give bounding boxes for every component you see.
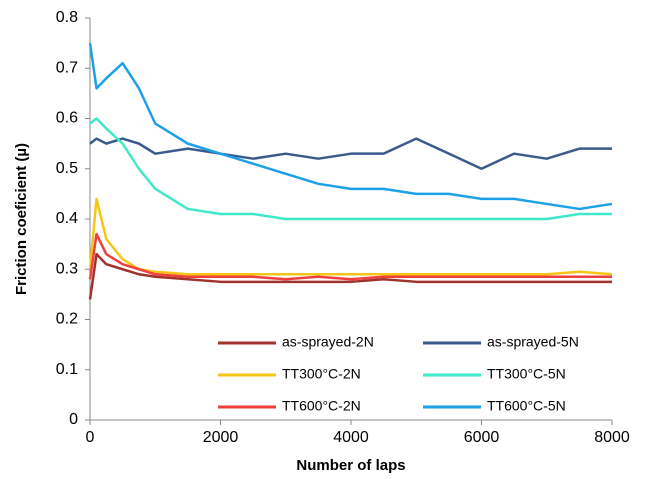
y-tick-label: 0.4 <box>56 210 78 227</box>
series-line <box>88 42 613 211</box>
legend-label: TT600°C-2N <box>282 398 361 414</box>
series-line <box>89 117 612 221</box>
series-line <box>88 252 612 300</box>
legend-label: TT300°C-2N <box>282 366 361 382</box>
legend-label: as-sprayed-2N <box>282 334 374 350</box>
y-tick-label: 0.1 <box>56 361 78 378</box>
y-tick-label: 0.7 <box>56 59 78 76</box>
legend-label: TT300°C-5N <box>487 366 566 382</box>
series-line <box>88 197 613 276</box>
y-tick-label: 0.5 <box>56 160 78 177</box>
series-line <box>89 137 612 170</box>
x-axis-title: Number of laps <box>296 457 405 474</box>
x-tick-label: 4000 <box>333 429 369 446</box>
y-axis-title: Friction coeficient (µ) <box>13 143 30 295</box>
legend-label: TT600°C-5N <box>487 398 566 414</box>
x-tick-label: 0 <box>86 429 95 446</box>
series-line <box>88 232 612 281</box>
legend-label: as-sprayed-5N <box>487 334 579 350</box>
y-tick-label: 0.3 <box>56 260 78 277</box>
x-tick-label: 2000 <box>203 429 239 446</box>
y-tick-label: 0.2 <box>56 311 78 328</box>
x-tick-label: 8000 <box>594 429 630 446</box>
y-tick-label: 0.6 <box>56 110 78 127</box>
y-tick-label: 0 <box>69 411 78 428</box>
x-tick-label: 6000 <box>464 429 500 446</box>
y-tick-label: 0.8 <box>56 9 78 26</box>
